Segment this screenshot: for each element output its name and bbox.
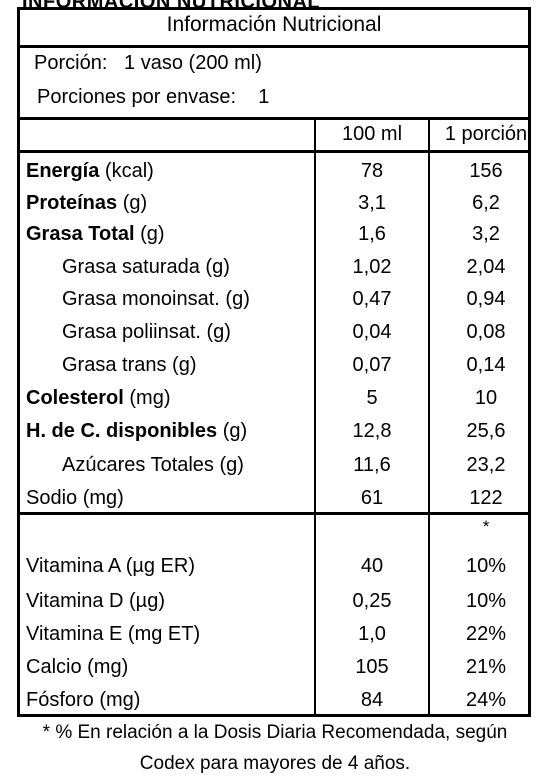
- nutrient-label: Azúcares Totales (g): [62, 454, 244, 477]
- nutrition-table: Información Nutricional Porción: 1 vaso …: [17, 7, 531, 717]
- value-per-portion: 0,08: [466, 321, 506, 343]
- value-per-portion: 3,2: [472, 223, 500, 245]
- nutrient-name: Grasa Total: [26, 223, 135, 245]
- footnote-line-1: * % En relación a la Dosis Diaria Recome…: [42, 722, 508, 743]
- nutrient-label: Colesterol (mg): [26, 387, 170, 410]
- vitamin-label: Fósforo (mg): [26, 689, 141, 711]
- nutrient-label: Grasa monoinsat. (g): [62, 288, 250, 311]
- value-per-portion: 23,2: [466, 454, 506, 476]
- per-pack-row: Porciones por envase: 1: [37, 86, 269, 109]
- nutrient-unit: Grasa trans (g): [62, 354, 197, 376]
- value-per-portion: 0,14: [466, 354, 506, 376]
- column-divider: [428, 118, 430, 716]
- value-per-100ml: 78: [360, 160, 384, 182]
- vitamin-label: Vitamina E (mg ET): [26, 623, 201, 645]
- asterisk-mark: *: [482, 517, 490, 536]
- value-percent-rda: 22%: [465, 623, 507, 645]
- portion-value: 1 vaso (200 ml): [124, 52, 262, 74]
- value-per-100ml: 1,6: [358, 223, 386, 245]
- portion-label: Porción:: [34, 52, 108, 74]
- value-per-100ml: 3,1: [358, 192, 386, 214]
- nutrient-label: H. de C. disponibles (g): [26, 420, 247, 443]
- value-per-portion: 25,6: [466, 420, 506, 442]
- value-per-100ml: 12,8: [352, 420, 392, 442]
- nutrient-unit: Grasa saturada (g): [62, 256, 230, 278]
- per-pack-value: 1: [258, 86, 270, 108]
- value-per-portion: 10: [474, 387, 498, 409]
- value-per-100ml: 105: [355, 656, 389, 678]
- divider: [20, 512, 528, 515]
- value-per-100ml: 0,25: [352, 590, 392, 612]
- value-per-100ml: 11,6: [353, 454, 391, 476]
- value-per-portion: 122: [469, 487, 503, 509]
- portion-row: Porción: 1 vaso (200 ml): [34, 52, 262, 75]
- nutrient-name: Energía: [26, 160, 100, 182]
- value-per-100ml: 5: [366, 387, 378, 409]
- vitamin-label: Vitamina D (µg): [26, 590, 165, 612]
- nutrient-unit: (mg): [123, 387, 171, 409]
- column-header-portion: 1 porción: [444, 123, 528, 145]
- vitamin-label: Vitamina A (µg ER): [26, 555, 196, 577]
- value-per-portion: 2,04: [466, 256, 506, 278]
- nutrient-unit: (kcal): [99, 160, 154, 182]
- footnote-line-2: Codex para mayores de 4 años.: [139, 753, 411, 774]
- nutrient-label: Energía (kcal): [26, 160, 154, 183]
- value-per-100ml: 0,47: [352, 288, 392, 310]
- value-percent-rda: 10%: [465, 590, 507, 612]
- nutrient-label: Grasa Total (g): [26, 223, 165, 246]
- value-per-100ml: 1,02: [352, 256, 392, 278]
- divider: [20, 45, 528, 48]
- nutrient-name: Proteínas: [26, 192, 118, 214]
- nutrient-name: H. de C. disponibles: [26, 420, 218, 442]
- nutrient-unit: Grasa poliinsat. (g): [62, 321, 231, 343]
- value-percent-rda: 24%: [465, 689, 507, 711]
- nutrient-unit: Grasa monoinsat. (g): [62, 288, 250, 310]
- vitamin-label: Calcio (mg): [26, 656, 129, 678]
- nutrient-unit: Azúcares Totales (g): [62, 454, 244, 476]
- nutrient-unit: (g): [217, 420, 248, 442]
- value-per-100ml: 61: [360, 487, 384, 509]
- value-per-100ml: 84: [360, 689, 384, 711]
- value-percent-rda: 10%: [465, 555, 507, 577]
- value-per-100ml: 0,07: [352, 354, 392, 376]
- value-per-portion: 6,2: [472, 192, 500, 214]
- nutrient-unit: (g): [117, 192, 148, 214]
- per-pack-label: Porciones por envase:: [37, 86, 237, 108]
- nutrient-unit: Sodio (mg): [26, 487, 124, 509]
- nutrient-label: Grasa trans (g): [62, 354, 196, 377]
- value-per-100ml: 1,0: [358, 623, 386, 645]
- nutrient-label: Grasa poliinsat. (g): [62, 321, 231, 344]
- value-per-100ml: 40: [360, 555, 384, 577]
- value-per-portion: 0,94: [466, 288, 506, 310]
- column-divider: [314, 118, 316, 716]
- nutrient-unit: (g): [134, 223, 165, 245]
- divider: [20, 117, 528, 120]
- nutrient-label: Proteínas (g): [26, 192, 147, 215]
- nutrient-name: Colesterol: [26, 387, 124, 409]
- value-percent-rda: 21%: [465, 656, 507, 678]
- value-per-100ml: 0,04: [352, 321, 392, 343]
- column-header-100ml: 100 ml: [341, 123, 403, 145]
- table-title: Información Nutricional: [166, 13, 382, 36]
- divider: [20, 150, 528, 153]
- nutrient-label: Grasa saturada (g): [62, 256, 230, 279]
- nutrient-label: Sodio (mg): [26, 487, 124, 510]
- value-per-portion: 156: [469, 160, 503, 182]
